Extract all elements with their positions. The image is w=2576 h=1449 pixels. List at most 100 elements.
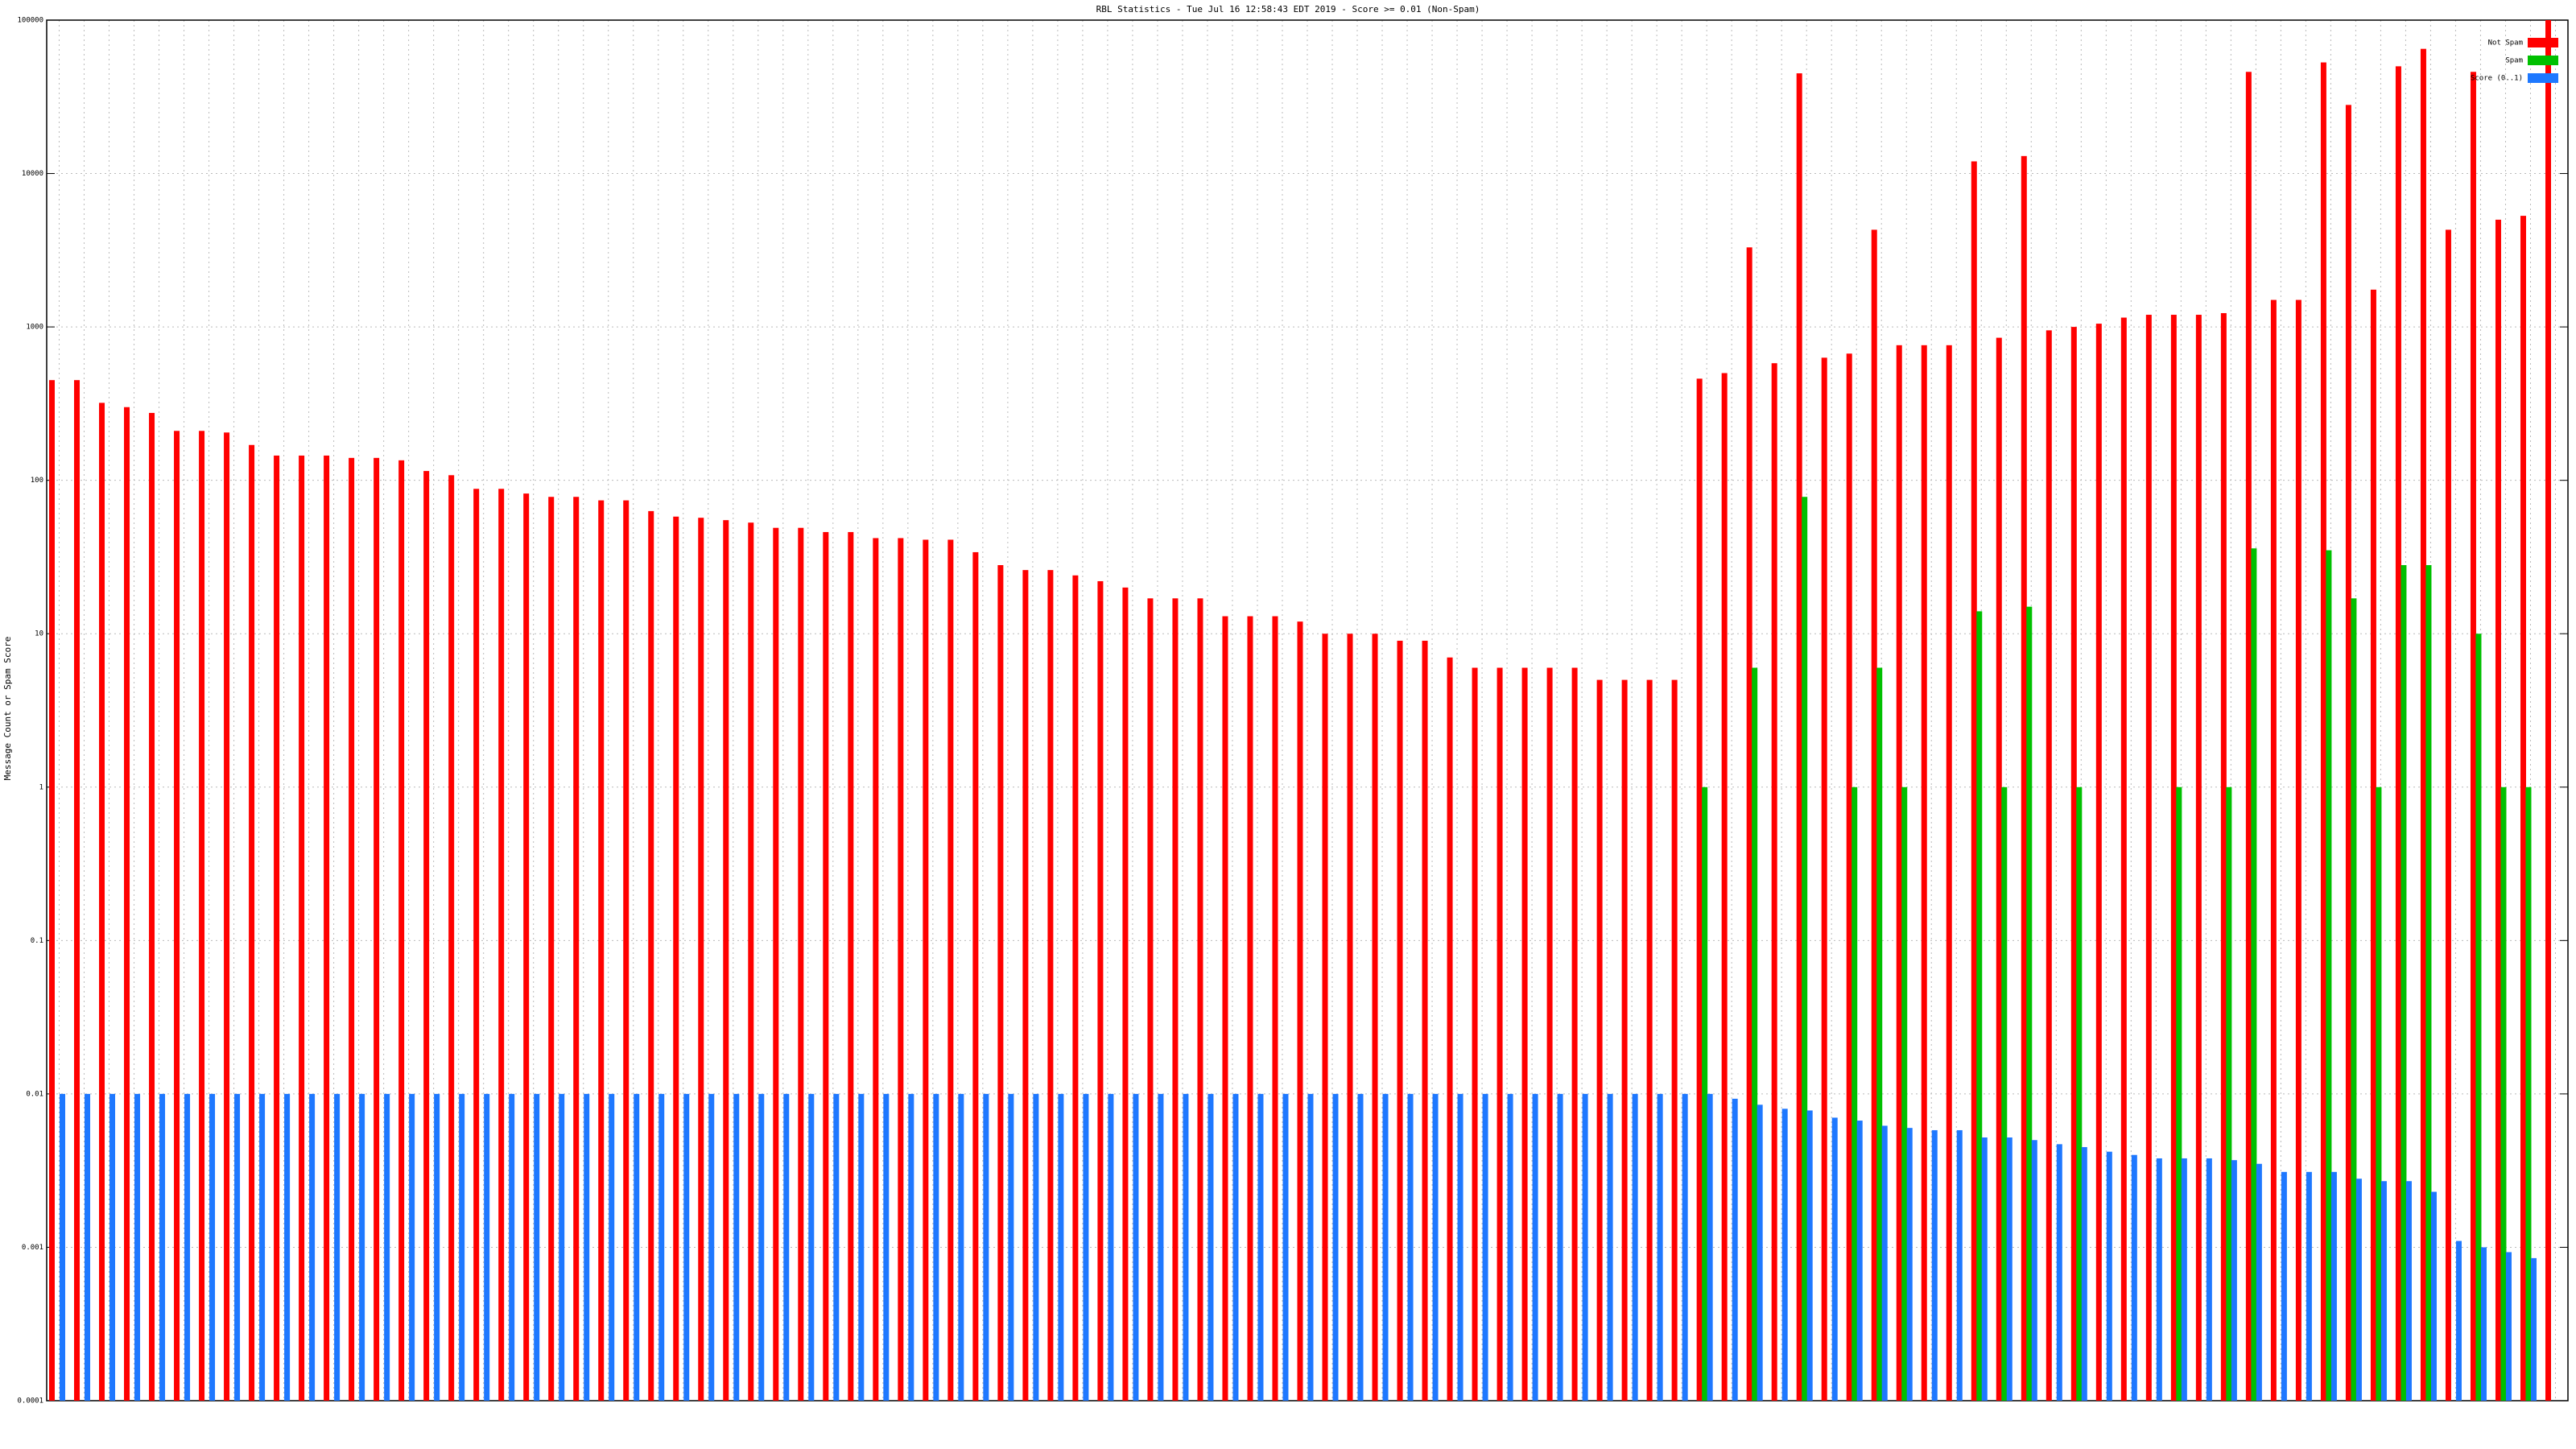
bar [434,1093,440,1401]
bar [848,531,854,1401]
bar [1332,1093,1339,1401]
chart-title: RBL Statistics - Tue Jul 16 12:58:43 EDT… [1096,4,1480,14]
bar [60,1093,66,1401]
bar [2306,1171,2312,1401]
bar [1752,667,1758,1401]
bar [284,1093,291,1401]
bar [634,1093,640,1401]
bar [2095,324,2102,1401]
bar [2001,786,2008,1401]
bar [609,1093,615,1401]
y-axis-label: Message Count or Spam Score [2,637,13,781]
bar [1771,363,1777,1402]
legend-label: Not Spam [2488,39,2523,47]
bar [1158,1093,1164,1401]
bar [673,516,679,1401]
bar [384,1093,390,1401]
bar [1881,1125,1888,1401]
bar [2376,786,2382,1401]
bar [423,471,430,1401]
bar [1507,1093,1513,1401]
bar [2076,786,2083,1401]
bar [1852,786,1858,1401]
bar [1133,1093,1139,1401]
bar [473,489,480,1401]
bar [2351,598,2357,1401]
bar [1432,1093,1439,1401]
bar [623,500,630,1402]
bar [2131,1154,2137,1401]
bar [2270,299,2277,1402]
bar [334,1093,341,1401]
bar [1147,598,1154,1401]
y-tick-label: 0.0001 [17,1397,43,1406]
bar [2031,1140,2037,1401]
bar [2256,1163,2262,1401]
bar [1257,1093,1264,1401]
bar [1802,497,1808,1401]
bar [858,1093,865,1401]
bar [459,1093,465,1401]
bar [958,1093,964,1401]
legend-swatch [2528,73,2558,83]
bar [883,1093,890,1401]
bar [1876,667,1883,1401]
bar [1971,161,1977,1401]
bar [2405,1181,2412,1401]
bar [983,1093,989,1401]
bar [1197,598,1203,1401]
bar [349,457,355,1401]
bar [1282,1093,1289,1401]
bar [1521,667,1528,1401]
plot-frame [46,19,2569,1402]
bar [2056,1144,2062,1401]
bar [2281,1171,2287,1401]
bar [748,522,754,1401]
bar [798,527,804,1401]
bar [1896,345,1902,1401]
legend-label: Score (0..1) [2471,75,2523,83]
legend-swatch [2528,56,2558,65]
bar [2326,550,2332,1401]
y-tick-label: 10 [35,630,43,638]
bar [99,402,105,1402]
bar [2181,1158,2187,1401]
bar [1696,378,1703,1401]
bar [2295,299,2301,1402]
bar [2505,1252,2512,1401]
bar [808,1093,815,1401]
bar [1956,1129,1963,1401]
bar [2470,72,2476,1401]
bar [299,455,305,1401]
bar [773,527,779,1401]
bar [1632,1093,1638,1401]
bar [1357,1093,1364,1401]
bar [2545,20,2551,1401]
bar [2156,1158,2162,1401]
bar [2495,219,2501,1402]
bar [1532,1093,1538,1401]
bar [584,1093,590,1401]
bar [1596,679,1603,1401]
bar [1422,640,1428,1401]
bar [374,457,380,1401]
bar [509,1093,515,1401]
bar [1821,357,1827,1401]
bar [2046,330,2052,1402]
bar [573,497,580,1401]
bar [2475,634,2482,1401]
y-tick-label: 1 [39,783,43,791]
bar [199,431,205,1401]
bar [658,1093,665,1401]
bar [1022,570,1029,1401]
bar [559,1093,565,1401]
bar [947,539,954,1401]
bar [898,538,904,1401]
bar [2395,66,2401,1402]
bar [1657,1093,1663,1401]
bar [1732,1098,1738,1401]
bar [274,455,280,1401]
bar [2330,1171,2337,1401]
bar [1272,616,1278,1401]
bar [1232,1093,1239,1401]
